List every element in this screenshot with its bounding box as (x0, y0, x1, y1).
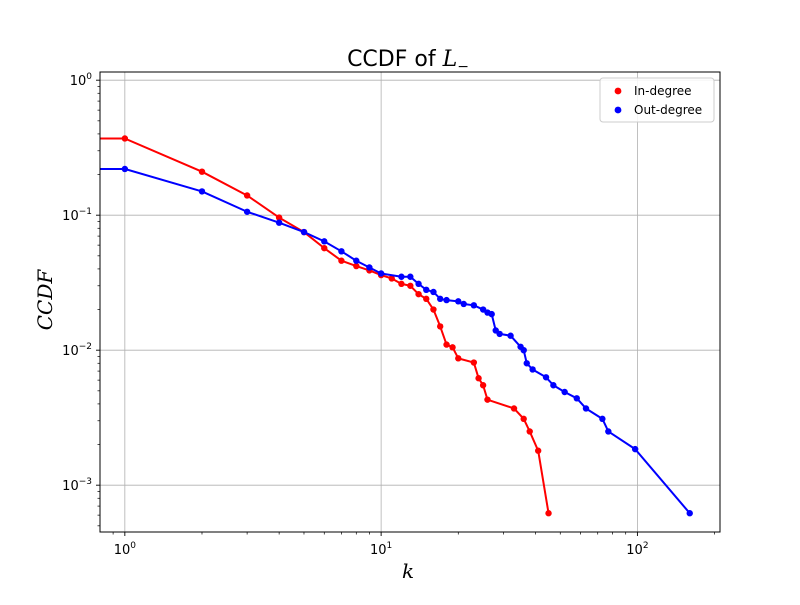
data-point (366, 264, 373, 271)
legend-marker (614, 87, 622, 95)
data-point (415, 280, 422, 288)
data-point (198, 188, 206, 195)
data-point (510, 405, 518, 412)
data-point (338, 248, 345, 255)
data-point (121, 135, 129, 142)
y-tick-label: 100 (70, 72, 93, 89)
data-point (534, 447, 542, 454)
series-layer (100, 135, 693, 517)
ticks-layer: 100 101 102 100 10−1 10−2 10−3 (62, 72, 715, 558)
data-point (523, 360, 530, 367)
data-point (407, 273, 414, 280)
data-point (449, 344, 456, 351)
y-tick-label: 10−3 (62, 477, 92, 494)
grid-layer (100, 72, 720, 532)
data-point (507, 332, 514, 339)
data-point (338, 257, 345, 264)
data-point (398, 273, 405, 280)
data-point (436, 295, 444, 303)
y-axis-label: CCDF (33, 269, 57, 331)
x-tick-label: 102 (626, 541, 648, 558)
data-point (470, 302, 478, 309)
data-point (443, 341, 450, 348)
y-tick-label: 10−1 (62, 207, 92, 224)
data-point (321, 238, 328, 245)
data-point (430, 306, 437, 313)
series-line (100, 167, 691, 514)
data-point (353, 262, 360, 270)
data-point (520, 415, 527, 423)
legend-label: Out-degree (634, 103, 702, 117)
data-point (430, 288, 437, 296)
data-point (496, 330, 503, 338)
data-point (275, 219, 283, 226)
series-in-degree (100, 135, 552, 517)
data-point (443, 296, 450, 304)
data-point (388, 275, 395, 282)
data-point (455, 298, 462, 305)
chart-title-math: L (442, 47, 458, 72)
data-point (520, 346, 527, 354)
chart-title-text: CCDF of (347, 47, 443, 72)
data-point (300, 228, 308, 236)
series-line (100, 137, 550, 514)
data-point (198, 168, 206, 175)
data-point (423, 286, 430, 294)
data-point (243, 208, 251, 215)
data-point (423, 295, 430, 303)
legend-box (599, 77, 715, 123)
data-point (605, 428, 612, 435)
data-point (631, 445, 639, 453)
data-point (550, 382, 557, 389)
x-tick-label: 100 (114, 541, 137, 558)
data-point (599, 415, 606, 423)
data-point (479, 382, 487, 389)
data-point (436, 323, 444, 330)
series-out-degree (100, 165, 693, 517)
data-point (561, 388, 568, 396)
x-axis-label: k (402, 559, 414, 583)
data-point (353, 257, 360, 264)
data-point (415, 290, 422, 298)
data-point (526, 428, 533, 435)
data-point (573, 395, 580, 402)
data-point (484, 396, 491, 403)
legend: In-degree Out-degree (599, 77, 715, 123)
legend-marker (614, 106, 622, 114)
data-point (377, 270, 385, 277)
data-point (475, 375, 482, 382)
data-point (470, 359, 478, 366)
axes-layer (99, 71, 721, 533)
data-point (407, 282, 414, 289)
data-point (542, 374, 550, 381)
data-point (488, 310, 495, 318)
data-point (455, 355, 462, 362)
data-point (460, 300, 467, 308)
data-point (686, 510, 693, 517)
data-point (243, 192, 251, 199)
plot-frame (99, 71, 721, 533)
legend-label: In-degree (634, 84, 692, 98)
y-tick-label: 10−2 (62, 342, 92, 359)
chart-title: CCDF of L− (347, 47, 469, 75)
chart-title-math-sub: − (457, 59, 469, 75)
data-point (321, 244, 328, 252)
data-point (398, 280, 405, 288)
data-point (121, 165, 129, 173)
data-point (545, 510, 552, 517)
data-point (529, 366, 536, 373)
data-point (275, 214, 283, 221)
data-point (582, 405, 590, 412)
x-tick-label: 101 (370, 541, 392, 558)
